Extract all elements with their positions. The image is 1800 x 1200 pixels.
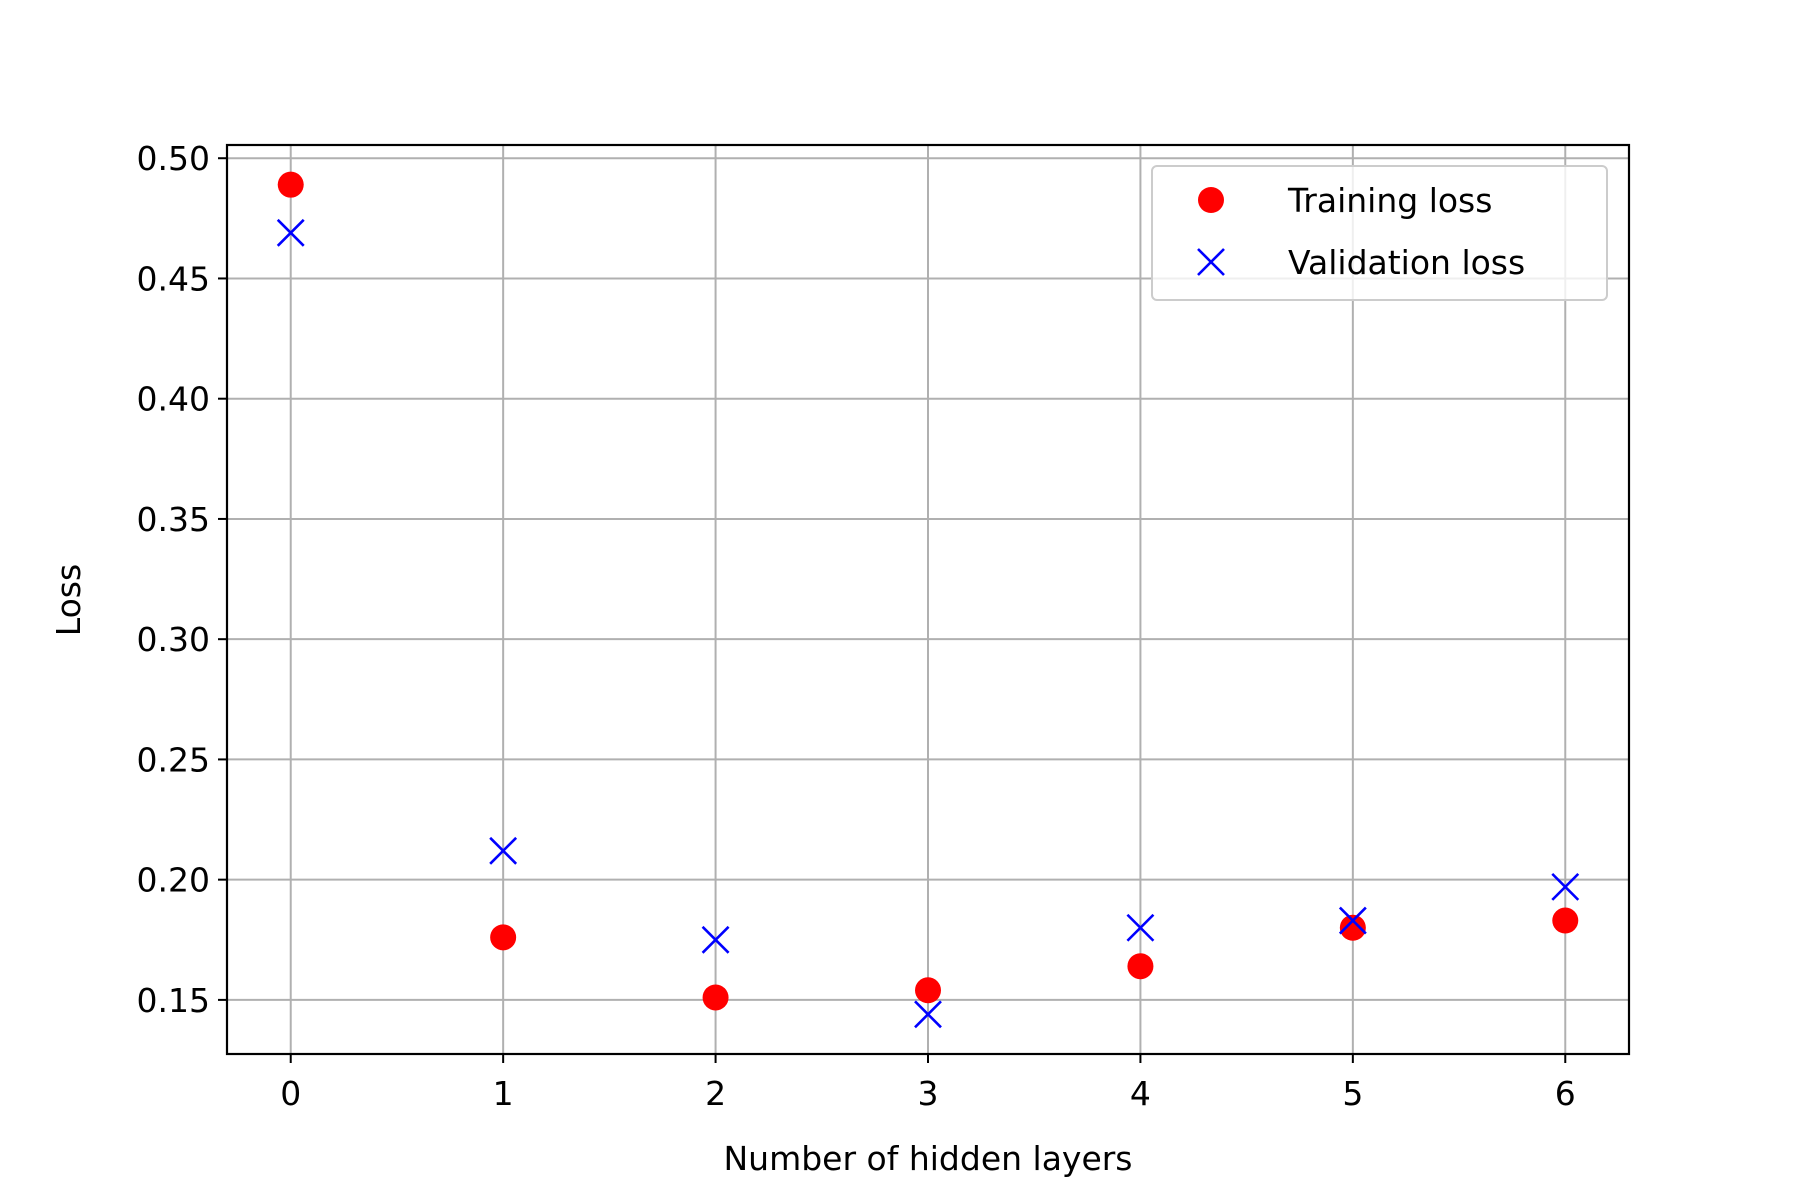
y-tick-label: 0.25 [137,740,210,779]
legend-validation-marker [1197,248,1225,276]
validation-loss-point [1126,913,1155,942]
y-axis-label: Loss [49,564,88,636]
y-tick-label: 0.50 [137,139,210,178]
validation-loss-point [1338,906,1367,935]
y-tick-label: 0.40 [137,380,210,419]
validation-loss-point [1551,872,1580,901]
training-loss-point [915,977,941,1004]
training-loss-point [277,171,304,198]
y-tick-label: 0.20 [137,861,210,900]
x-axis-label: Number of hidden layers [723,1139,1132,1178]
x-tick-label: 4 [1130,1074,1151,1113]
training-loss-point [490,924,517,951]
training-loss-point [1127,953,1154,980]
legend-training-label: Training loss [1287,181,1492,220]
validation-loss-point [701,925,730,954]
y-tick-label: 0.35 [137,500,210,539]
grid [227,145,1629,1054]
training-loss-point [702,984,729,1011]
y-tick-label: 0.30 [137,620,210,659]
legend-frame [1151,165,1608,301]
x-tick-label: 1 [493,1074,514,1113]
training-loss-point [1552,907,1579,934]
validation-loss-point [914,1000,942,1029]
legend-validation-label: Validation loss [1288,243,1525,282]
data-markers [276,171,1580,1029]
tick-marks [218,157,1567,1063]
x-tick-label: 6 [1555,1074,1576,1113]
legend: Training loss Validation loss [1151,165,1608,301]
y-tick-labels: 0.15 0.20 0.25 0.30 0.35 0.40 0.45 0.50 [137,139,210,1020]
x-tick-label: 3 [918,1074,939,1113]
training-loss-point [1339,914,1366,941]
x-tick-labels: 0 1 2 3 4 5 6 [280,1074,1576,1113]
legend-training-marker [1198,187,1224,213]
y-tick-label: 0.45 [137,259,210,298]
plot-frame [225,143,1631,1056]
x-tick-label: 2 [705,1074,726,1113]
x-tick-label: 5 [1342,1074,1363,1113]
y-tick-label: 0.15 [137,981,210,1020]
x-tick-label: 0 [280,1074,301,1113]
validation-loss-point [489,836,518,865]
validation-loss-point [276,218,305,247]
